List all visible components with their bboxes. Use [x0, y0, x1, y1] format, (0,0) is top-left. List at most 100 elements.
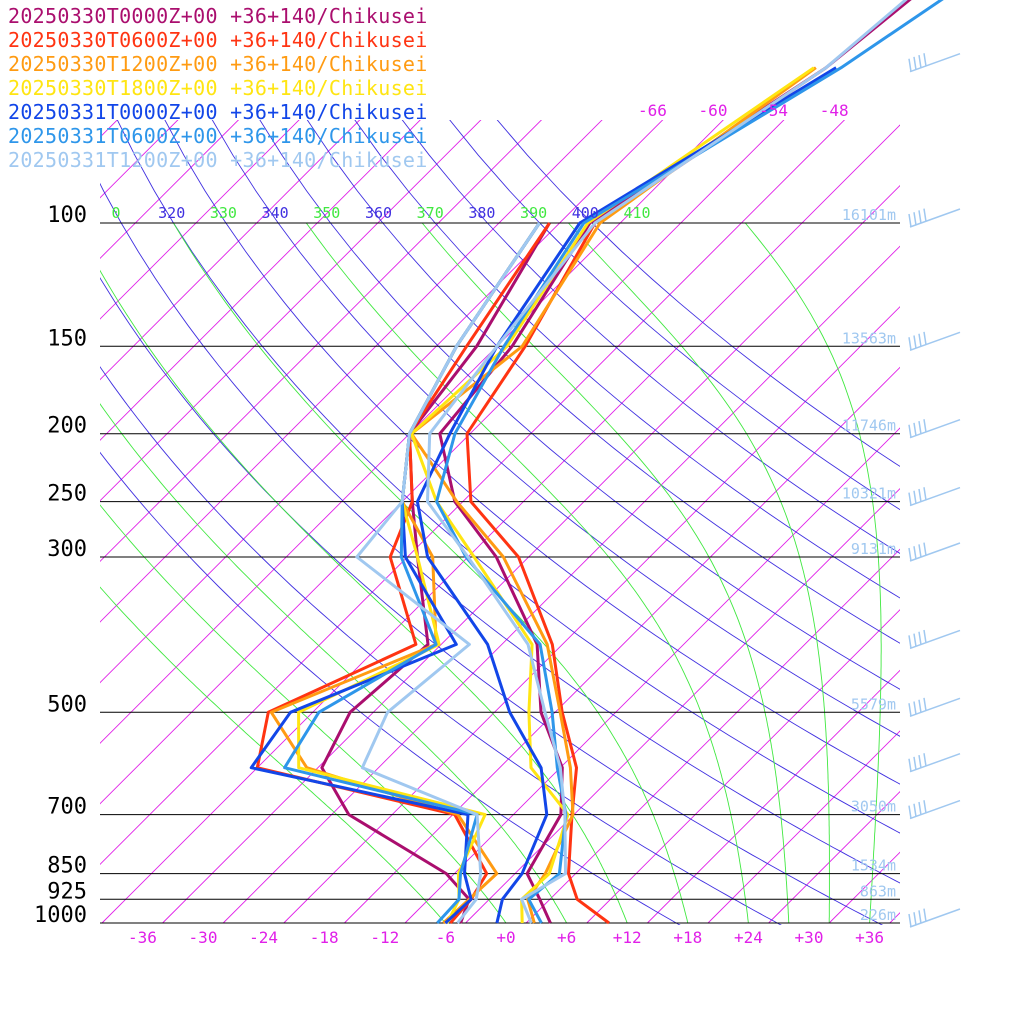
- dry-adiabat-line: [449, 120, 900, 511]
- temperature-tick-label: -24: [249, 928, 278, 947]
- isotherm-line: [768, 790, 900, 924]
- pressure-tick-label: 300: [47, 537, 87, 562]
- pressure-tick-label: 700: [47, 795, 87, 820]
- legend-entry: 20250331T0600Z+00 +36+140/Chikusei: [8, 124, 428, 148]
- temperature-tick-label: +6: [557, 928, 576, 947]
- height-label: 3050m: [851, 798, 896, 816]
- isotherm-line: [525, 548, 900, 924]
- wind-barb-icon: [908, 331, 961, 352]
- isotherm-line: [0, 68, 48, 923]
- legend-entry: 20250330T0000Z+00 +36+140/Chikusei: [8, 4, 428, 28]
- isotherm-line: [100, 120, 724, 744]
- wind-barbs: [908, 52, 961, 928]
- temperature-tick-label: -12: [370, 928, 399, 947]
- pressure-tick-label: 150: [47, 326, 87, 351]
- dry-adiabat-line: [164, 120, 900, 785]
- isotherm-tick-label: -54: [759, 101, 788, 120]
- theta-label: 0: [111, 204, 120, 222]
- temperature-tick-label: +12: [613, 928, 642, 947]
- isotherm-line: [100, 120, 421, 441]
- dry-adiabat-line: [259, 120, 900, 690]
- temperature-line: [410, 66, 817, 924]
- theta-label: 330: [210, 204, 237, 222]
- pressure-tick-label: 500: [47, 692, 87, 717]
- legend-entry: 20250330T0600Z+00 +36+140/Chikusei: [8, 28, 428, 52]
- height-label: 1534m: [851, 857, 896, 875]
- dry-adiabat-line: [100, 451, 681, 925]
- height-label: 226m: [860, 906, 896, 924]
- isotherm-line: [100, 120, 300, 320]
- height-label: 16101m: [842, 206, 896, 224]
- temperature-line: [435, 0, 944, 924]
- pressure-tick-label: 1000: [34, 903, 87, 928]
- isotherm-line: [707, 730, 900, 924]
- dry-adiabat-line: [100, 277, 884, 925]
- wind-barb-icon: [908, 418, 961, 439]
- wind-barb-icon: [908, 208, 961, 228]
- dewpoint-line: [269, 222, 541, 925]
- theta-label: 390: [520, 204, 547, 222]
- temperature-line: [465, 66, 827, 925]
- theta-label: 360: [365, 204, 392, 222]
- dry-adiabat-line: [100, 366, 782, 925]
- height-label: 10321m: [842, 485, 896, 503]
- isotherm-line: [465, 487, 900, 924]
- pressure-tick-label: 850: [47, 854, 87, 879]
- pressure-tick-label: 100: [47, 203, 87, 228]
- dewpoint-line: [283, 222, 541, 925]
- isotherm-line: [100, 120, 179, 199]
- wind-barb-icon: [908, 629, 961, 650]
- dry-adiabat-line: [116, 120, 900, 834]
- height-label: 9131m: [851, 540, 896, 558]
- wind-barb-icon: [908, 52, 961, 73]
- temperature-tick-label: +36: [855, 928, 884, 947]
- chart-legend: 20250330T0000Z+00 +36+140/Chikusei 202503…: [8, 4, 428, 172]
- wind-barb-icon: [908, 752, 961, 773]
- temperature-line: [438, 0, 912, 924]
- theta-label: 340: [262, 204, 289, 222]
- temperature-tick-label: +30: [795, 928, 824, 947]
- wind-barb-icon: [908, 486, 961, 507]
- wind-barb-icon: [908, 697, 961, 718]
- theta-label: 320: [158, 204, 185, 222]
- temperature-tick-label: -30: [189, 928, 218, 947]
- temperature-tick-label: -36: [128, 928, 157, 947]
- dewpoint-line: [355, 222, 541, 924]
- isotherm-tick-label: -66: [638, 101, 667, 120]
- legend-entry: 20250330T1200Z+00 +36+140/Chikusei: [8, 52, 428, 76]
- temperature-tick-label: -6: [436, 928, 455, 947]
- temperature-tick-label: +18: [673, 928, 702, 947]
- isotherm-line: [344, 366, 900, 924]
- isotherm-line: [100, 120, 664, 684]
- isotherm-line: [950, 68, 1024, 923]
- legend-entry: 20250331T0000Z+00 +36+140/Chikusei: [8, 100, 428, 124]
- dry-adiabat-line: [306, 120, 900, 644]
- dry-adiabat-line: [354, 120, 900, 599]
- isotherm-line: [100, 120, 603, 623]
- temperature-tick-label: +24: [734, 928, 763, 947]
- moist-adiabat-line: [305, 222, 749, 924]
- height-label: 13563m: [842, 329, 896, 347]
- theta-label: 370: [417, 204, 444, 222]
- wind-barb-icon: [908, 799, 961, 820]
- isotherm-line: [100, 120, 240, 260]
- isotherm-line: [647, 669, 900, 924]
- isotherm-line: [100, 120, 482, 502]
- pressure-tick-label: 250: [47, 482, 87, 507]
- theta-label: 400: [572, 204, 599, 222]
- isotherm-line: [222, 245, 900, 924]
- height-label: 5579m: [851, 695, 896, 713]
- sounding-7: [355, 0, 908, 924]
- moist-adiabat-line: [568, 222, 830, 923]
- isotherm-tick-label: -48: [820, 101, 849, 120]
- dry-adiabat-line: [401, 120, 900, 554]
- temperature-line: [426, 0, 908, 924]
- dry-adiabat-line: [211, 120, 900, 737]
- dry-adiabat-line: [100, 182, 900, 884]
- height-label: 11746m: [842, 417, 896, 435]
- isotherm-line: [404, 427, 900, 924]
- pressure-tick-label: 925: [47, 879, 87, 904]
- isotherm-line: [586, 609, 900, 924]
